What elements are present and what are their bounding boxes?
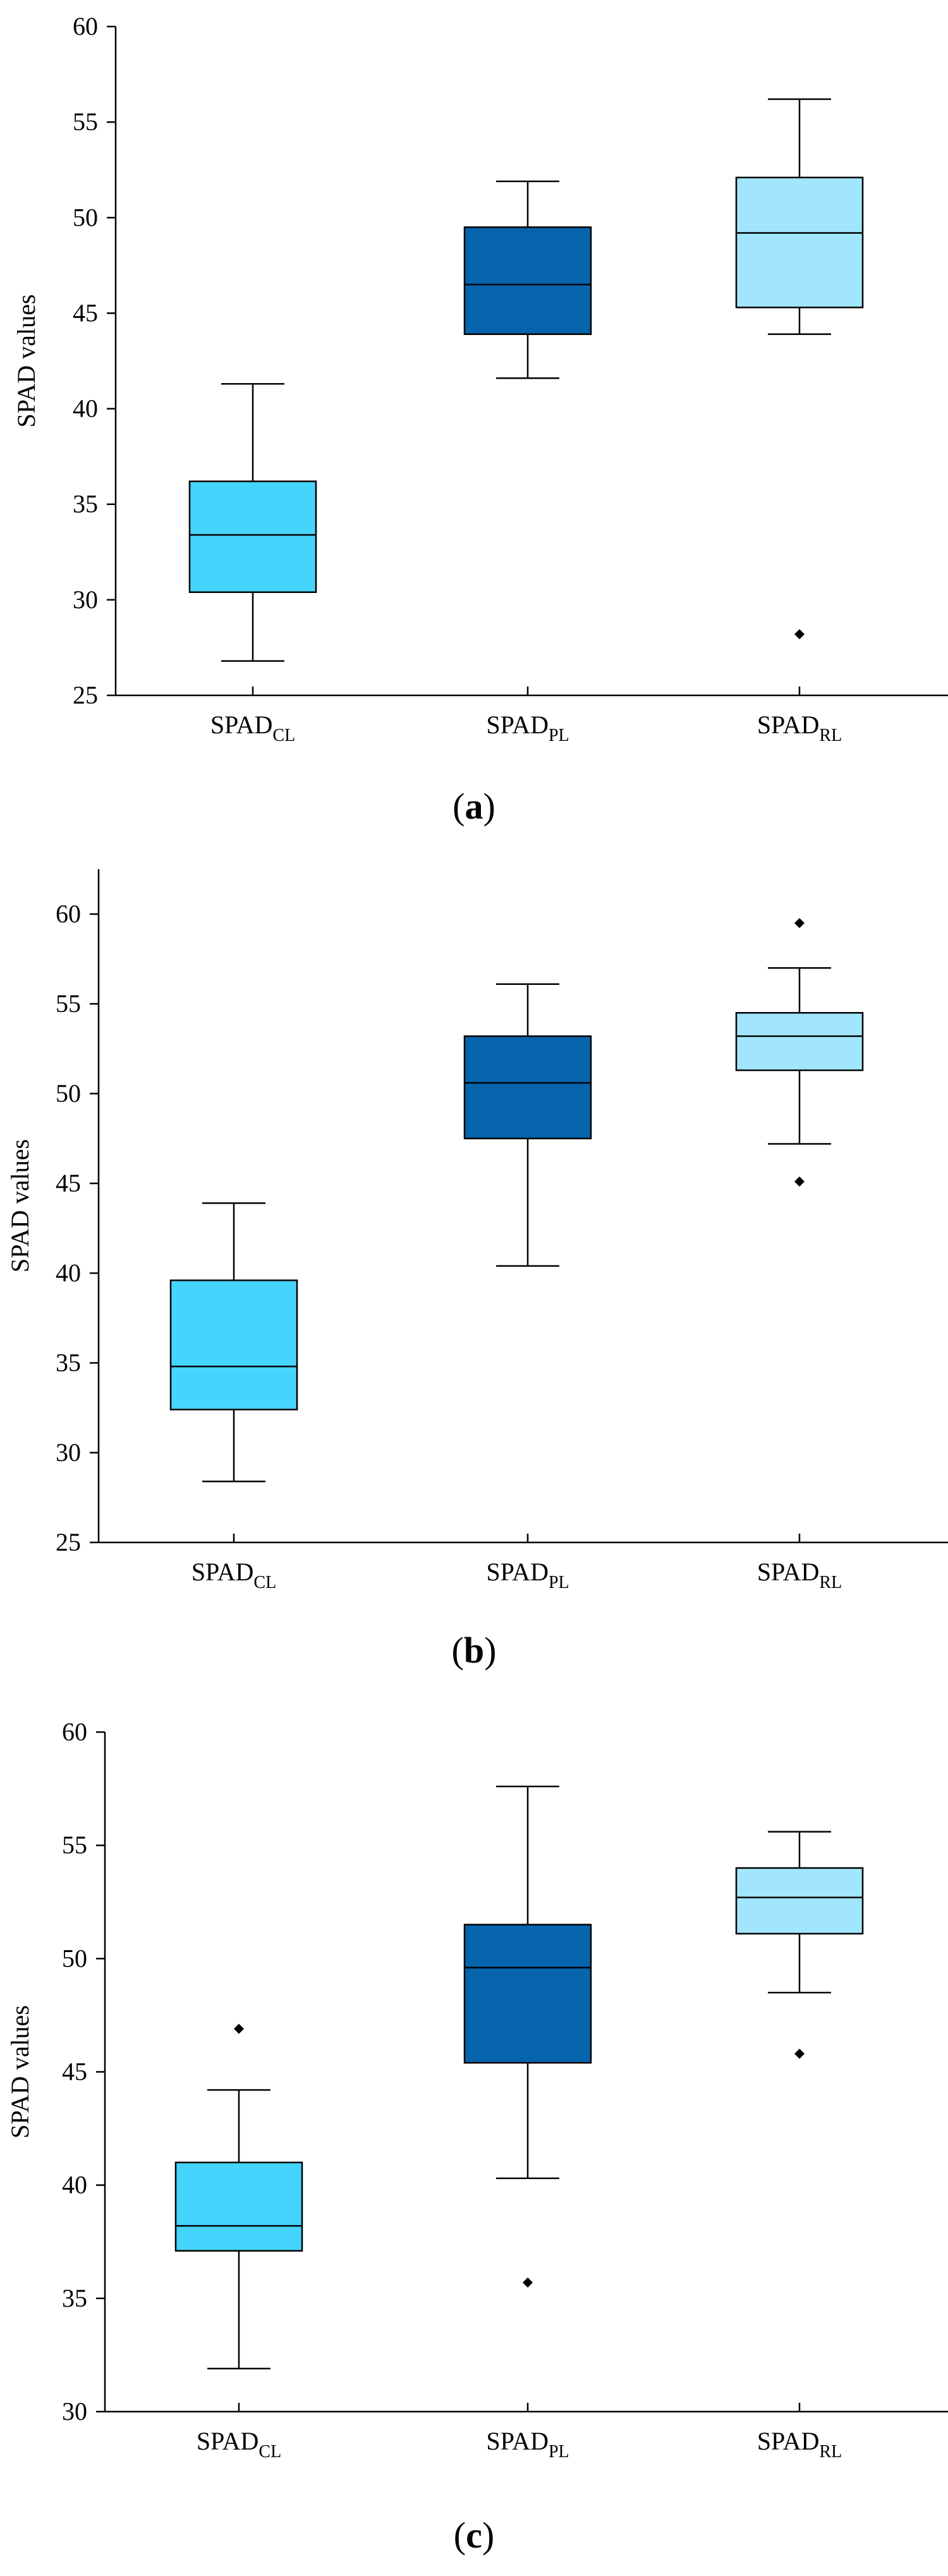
x-category-label: SPADCL <box>210 711 295 745</box>
x-category-label: SPADPL <box>486 711 569 745</box>
category-base: SPAD <box>486 711 549 739</box>
category-subscript: RL <box>819 2442 842 2462</box>
box-cl: SPADCL <box>174 2024 303 2462</box>
y-axis-label: SPAD values <box>6 1139 34 1273</box>
caption-close-paren: ) <box>483 786 495 827</box>
category-subscript: PL <box>549 726 569 745</box>
y-tick-label: 45 <box>62 2058 87 2086</box>
x-category-label: SPADRL <box>757 2427 842 2462</box>
y-axis-label: SPAD values <box>6 2005 34 2139</box>
category-subscript: PL <box>549 1573 569 1592</box>
x-category-label: SPADCL <box>197 2427 281 2462</box>
box-rl: SPADRL <box>735 1831 864 2462</box>
box-pl: SPADPL <box>463 180 592 745</box>
outlier-point <box>523 2277 533 2288</box>
y-tick-label: 40 <box>73 394 98 423</box>
y-tick-label: 60 <box>62 1718 87 1746</box>
category-base: SPAD <box>486 2427 549 2455</box>
x-category-label: SPADPL <box>486 2427 569 2462</box>
caption-close-paren: ) <box>484 1630 496 1671</box>
y-tick-label: 50 <box>73 203 98 231</box>
y-tick-label: 25 <box>56 1528 81 1556</box>
y-tick-label: 55 <box>73 107 98 136</box>
category-subscript: RL <box>819 726 842 745</box>
panel-caption: (c) <box>454 2515 494 2556</box>
panel-caption: (a) <box>453 786 495 827</box>
box-cl: SPADCL <box>188 383 317 745</box>
category-subscript: RL <box>819 1573 842 1592</box>
y-tick-label: 35 <box>62 2284 87 2312</box>
box-iqr <box>463 1035 592 1140</box>
y-tick-label: 45 <box>56 1169 81 1197</box>
y-tick-label: 30 <box>62 2397 87 2426</box>
category-base: SPAD <box>191 1558 254 1586</box>
outlier-point <box>794 1176 805 1187</box>
category-base: SPAD <box>197 2427 259 2455</box>
caption-open-paren: ( <box>453 786 465 827</box>
box-iqr <box>169 1279 298 1411</box>
x-category-label: SPADRL <box>757 711 842 745</box>
y-tick-label: 30 <box>56 1438 81 1467</box>
panel-caption: (b) <box>452 1630 497 1671</box>
caption-letter: a <box>465 786 483 827</box>
y-tick-label: 35 <box>56 1348 81 1377</box>
y-tick-label: 60 <box>73 12 98 40</box>
box-iqr <box>463 1924 592 2064</box>
y-tick-label: 40 <box>56 1259 81 1287</box>
y-axis-label: SPAD values <box>12 295 40 428</box>
y-tick-label: 55 <box>56 989 81 1018</box>
x-category-label: SPADPL <box>486 1558 569 1592</box>
box-rl: SPADRL <box>735 98 864 745</box>
y-tick-label: 60 <box>56 900 81 928</box>
caption-close-paren: ) <box>482 2515 494 2556</box>
outlier-point <box>794 629 805 640</box>
y-tick-label: 50 <box>62 1944 87 1972</box>
y-tick-label: 40 <box>62 2171 87 2199</box>
box-iqr <box>735 176 864 308</box>
caption-letter: b <box>464 1630 484 1671</box>
x-category-label: SPADCL <box>191 1558 276 1592</box>
y-tick-label: 25 <box>73 681 98 709</box>
box-rl: SPADRL <box>735 918 864 1592</box>
y-tick-label: 30 <box>73 585 98 614</box>
category-subscript: CL <box>272 726 295 745</box>
category-base: SPAD <box>486 1558 549 1586</box>
category-base: SPAD <box>210 711 273 739</box>
box-cl: SPADCL <box>169 1202 298 1592</box>
caption-open-paren: ( <box>452 1630 464 1671</box>
outlier-point <box>794 2048 805 2059</box>
outlier-point <box>234 2024 244 2034</box>
category-base: SPAD <box>757 1558 820 1586</box>
caption-open-paren: ( <box>454 2515 466 2556</box>
box-iqr <box>174 2161 303 2252</box>
category-subscript: CL <box>253 1573 276 1592</box>
y-tick-label: 50 <box>56 1079 81 1108</box>
box-iqr <box>735 1867 864 1935</box>
box-iqr <box>735 1011 864 1071</box>
category-subscript: CL <box>258 2442 281 2462</box>
box-iqr <box>463 226 592 335</box>
x-category-label: SPADRL <box>757 1558 842 1592</box>
category-base: SPAD <box>757 711 820 739</box>
outlier-point <box>794 918 805 929</box>
category-base: SPAD <box>757 2427 820 2455</box>
y-tick-label: 55 <box>62 1831 87 1859</box>
box-iqr <box>188 480 317 594</box>
box-pl: SPADPL <box>463 983 592 1592</box>
box-pl: SPADPL <box>463 1785 592 2462</box>
caption-letter: c <box>466 2515 482 2556</box>
category-subscript: PL <box>549 2442 569 2462</box>
y-tick-label: 35 <box>73 490 98 518</box>
y-tick-label: 45 <box>73 298 98 327</box>
